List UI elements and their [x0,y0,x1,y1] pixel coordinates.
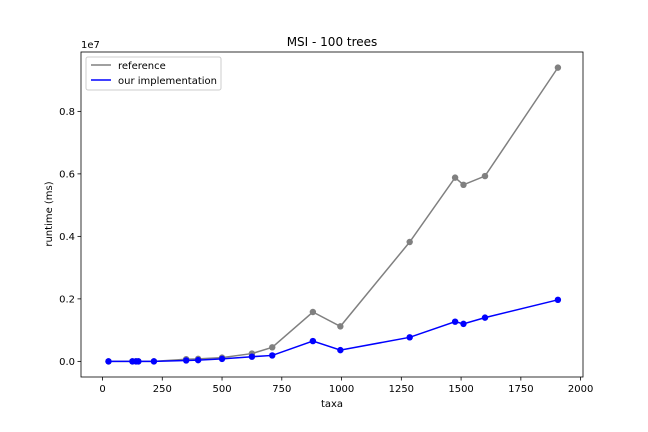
x-tick-label: 1000 [329,384,354,395]
y-axis: 0.0 0.2 0.4 0.6 0.8 [59,107,81,368]
x-tick-label: 1750 [508,384,533,395]
data-point-our-implementation [248,353,256,360]
data-point-reference [337,323,344,330]
y-tick-label: 0.0 [59,357,75,368]
plot-area [105,64,562,365]
y-tick-label: 0.2 [59,294,75,305]
data-point-reference [406,238,413,246]
x-tick-label: 250 [153,384,172,395]
data-point-reference [309,308,317,316]
data-point-our-implementation [269,352,276,359]
data-point-our-implementation [150,358,158,365]
data-point-our-implementation [194,356,202,364]
data-point-our-implementation [451,318,459,325]
y-scale-label: 1e7 [81,40,100,51]
x-axis-label: taxa [321,399,343,410]
legend: reference our implementation [85,56,222,91]
legend-label-our-implementation: our implementation [118,76,217,87]
x-tick-label: 0 [99,384,105,395]
data-point-our-implementation [135,358,142,365]
data-point-reference [460,181,467,189]
y-axis-label: runtime (ms) [44,181,55,246]
y-tick-label: 0.6 [59,169,75,180]
data-point-reference [481,172,489,180]
data-point-our-implementation [218,355,226,363]
y-tick-label: 0.4 [59,232,75,243]
data-point-our-implementation [406,334,413,341]
data-point-reference [269,344,276,351]
data-point-our-implementation [182,357,190,364]
y-tick-label: 0.8 [59,107,75,118]
data-point-reference [554,64,562,71]
data-point-our-implementation [481,314,489,321]
data-point-our-implementation [309,337,317,345]
data-point-our-implementation [554,296,562,304]
x-tick-label: 750 [272,384,291,395]
x-tick-label: 1500 [448,384,473,395]
data-point-our-implementation [460,320,467,328]
data-point-our-implementation [337,346,344,354]
plot-frame [80,51,584,378]
legend-label-reference: reference [118,61,166,72]
legend-box [85,56,222,91]
data-point-reference [451,174,459,181]
x-tick-label: 500 [212,384,231,395]
x-axis: 0 250 500 750 1000 1250 1500 1750 2000 [99,377,593,395]
x-tick-label: 1250 [389,384,414,395]
data-point-our-implementation [105,358,112,365]
chart-title: MSI - 100 trees [287,35,378,49]
x-tick-label: 2000 [568,384,593,395]
